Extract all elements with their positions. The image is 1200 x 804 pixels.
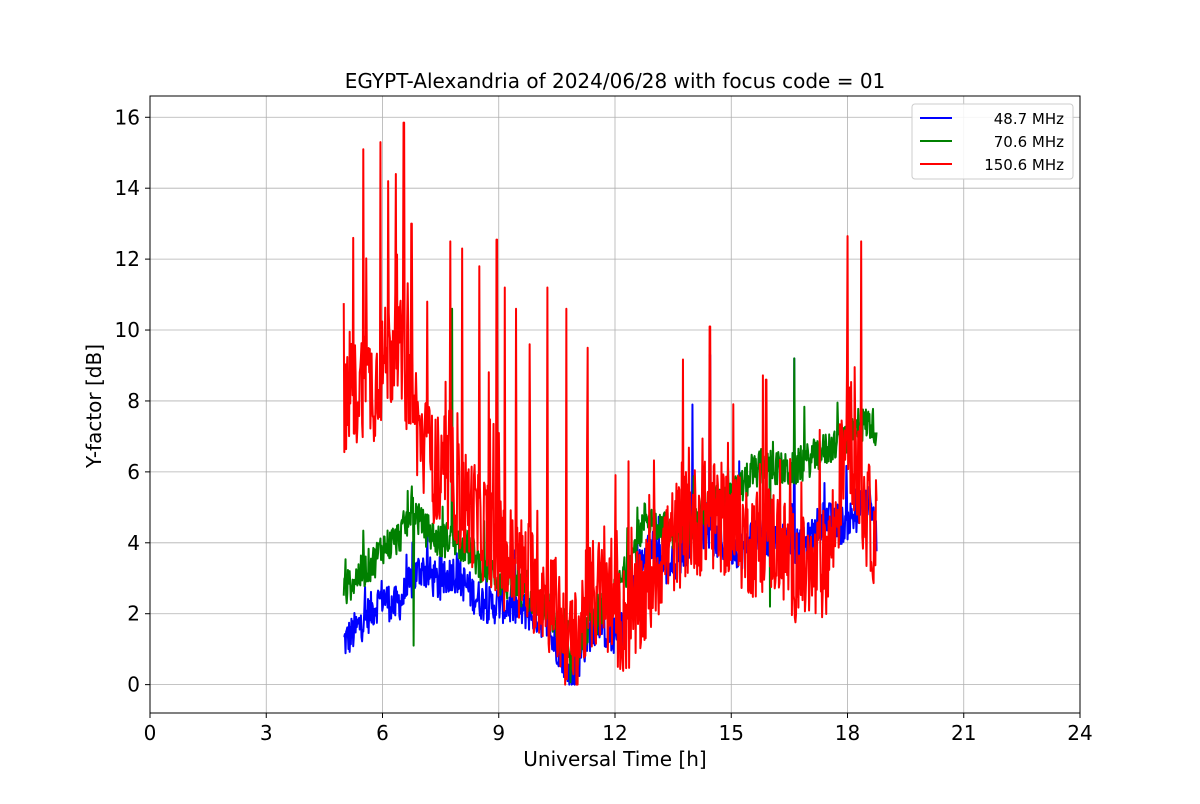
legend-label: 150.6 MHz bbox=[984, 156, 1064, 174]
x-tick-label: 24 bbox=[1067, 721, 1092, 745]
legend: 48.7 MHz 70.6 MHz 150.6 MHz bbox=[911, 103, 1074, 180]
y-tick-label: 10 bbox=[115, 318, 140, 342]
legend-label: 70.6 MHz bbox=[994, 133, 1064, 151]
y-tick-label: 14 bbox=[115, 176, 140, 200]
y-axis-label: Y-factor [dB] bbox=[82, 344, 106, 469]
x-tick-label: 6 bbox=[376, 721, 389, 745]
legend-box bbox=[911, 103, 1074, 180]
x-tick-label: 12 bbox=[602, 721, 627, 745]
x-tick-label: 3 bbox=[260, 721, 273, 745]
x-tick-label: 18 bbox=[835, 721, 860, 745]
x-tick-label: 9 bbox=[492, 721, 505, 745]
x-tick-label: 15 bbox=[719, 721, 744, 745]
y-tick-label: 0 bbox=[127, 673, 140, 697]
plot-series bbox=[342, 121, 878, 686]
chart-title: EGYPT-Alexandria of 2024/06/28 with focu… bbox=[345, 69, 886, 93]
y-tick-label: 16 bbox=[115, 105, 140, 129]
series-line-150-6-mhz bbox=[342, 121, 878, 686]
y-tick-label: 2 bbox=[127, 602, 140, 626]
x-tick-label: 0 bbox=[144, 721, 157, 745]
legend-label: 48.7 MHz bbox=[994, 110, 1064, 128]
y-tick-label: 4 bbox=[127, 531, 140, 555]
y-tick-label: 12 bbox=[115, 247, 140, 271]
x-tick-label: 21 bbox=[951, 721, 976, 745]
y-tick-label: 8 bbox=[127, 389, 140, 413]
y-tick-label: 6 bbox=[127, 460, 140, 484]
x-axis-label: Universal Time [h] bbox=[523, 747, 706, 771]
